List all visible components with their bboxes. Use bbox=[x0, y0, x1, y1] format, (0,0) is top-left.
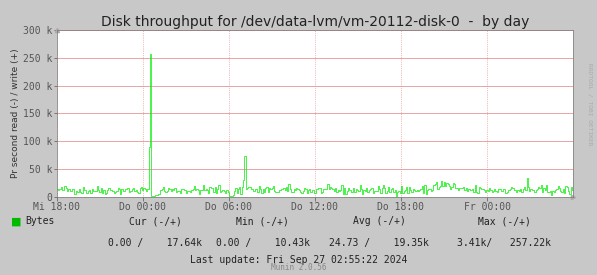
Text: Max (-/+): Max (-/+) bbox=[478, 216, 531, 226]
Text: Bytes: Bytes bbox=[25, 216, 54, 226]
Text: Munin 2.0.56: Munin 2.0.56 bbox=[271, 263, 326, 272]
Text: 3.41k/   257.22k: 3.41k/ 257.22k bbox=[457, 238, 552, 248]
Text: Min (-/+): Min (-/+) bbox=[236, 216, 289, 226]
Text: 0.00 /    17.64k: 0.00 / 17.64k bbox=[108, 238, 202, 248]
Y-axis label: Pr second read (-) / write (+): Pr second read (-) / write (+) bbox=[11, 49, 20, 178]
Text: 24.73 /    19.35k: 24.73 / 19.35k bbox=[329, 238, 429, 248]
Text: RRDTOOL / TOBI OETIKER: RRDTOOL / TOBI OETIKER bbox=[588, 63, 593, 146]
Text: Avg (-/+): Avg (-/+) bbox=[353, 216, 405, 226]
Text: Last update: Fri Sep 27 02:55:22 2024: Last update: Fri Sep 27 02:55:22 2024 bbox=[190, 255, 407, 265]
Text: Cur (-/+): Cur (-/+) bbox=[129, 216, 181, 226]
Text: 0.00 /    10.43k: 0.00 / 10.43k bbox=[216, 238, 310, 248]
Title: Disk throughput for /dev/data-lvm/vm-20112-disk-0  -  by day: Disk throughput for /dev/data-lvm/vm-201… bbox=[101, 15, 529, 29]
Text: ■: ■ bbox=[11, 216, 21, 226]
